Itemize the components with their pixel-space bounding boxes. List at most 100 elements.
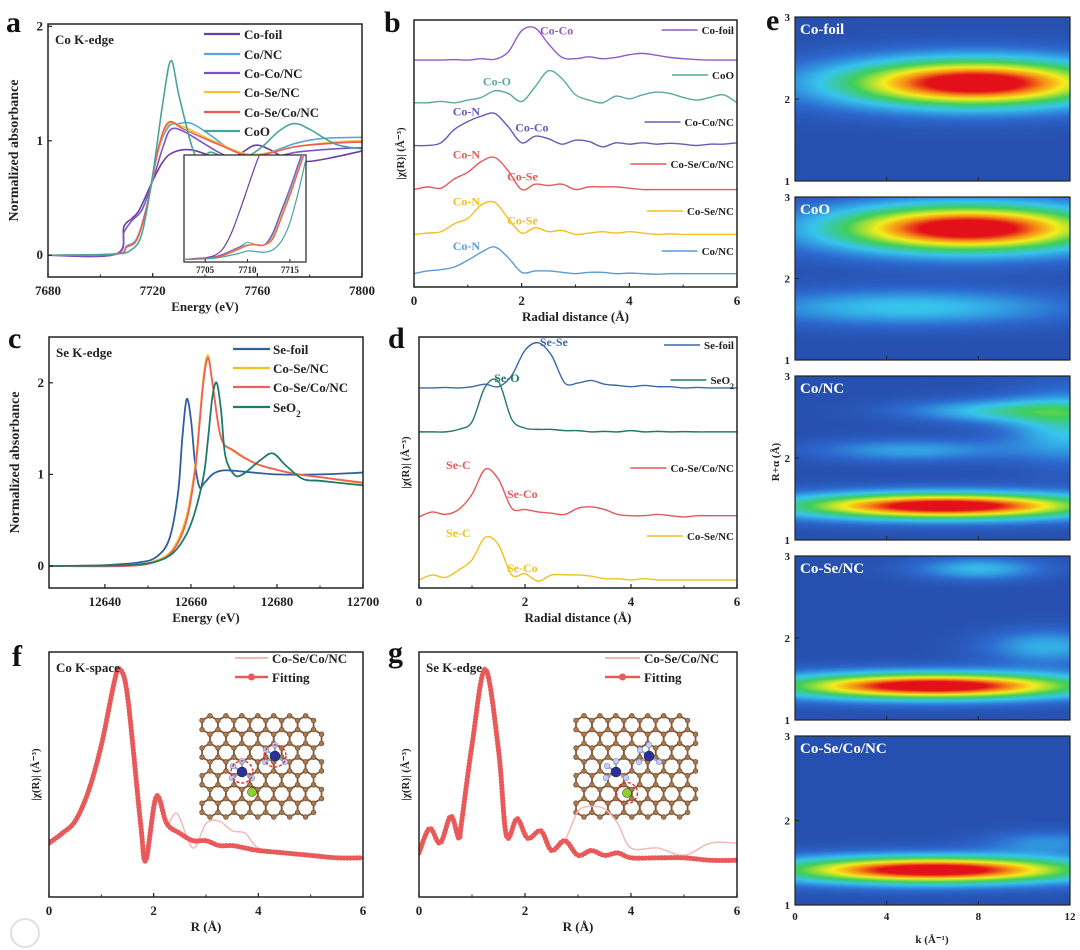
carbon-atom (199, 754, 205, 760)
plot-frame (48, 336, 364, 589)
carbon-atom (629, 814, 635, 820)
carbon-atom (589, 754, 595, 760)
carbon-atom (676, 759, 683, 765)
panel-letter-d: d (388, 322, 405, 355)
carbon-atom (199, 726, 205, 733)
y-tick-label: 2 (785, 94, 791, 106)
panel-title: Co K-space (56, 660, 120, 675)
carbon-atom (573, 754, 579, 760)
carbon-atom (589, 772, 595, 779)
series-line-se-foil (49, 397, 363, 567)
carbon-atom (318, 768, 325, 774)
x-tick-label: 12640 (89, 594, 122, 609)
panel-letter-g: g (388, 636, 403, 669)
carbon-atom (215, 800, 221, 806)
carbon-atom (302, 814, 309, 820)
carbon-atom (692, 759, 699, 765)
y-tick-label: 3 (785, 192, 791, 204)
y-axis-label: |χ(R)| (Å⁻³) (30, 748, 42, 801)
inset-x-tick-label: 7710 (239, 265, 258, 275)
carbon-atom (207, 814, 213, 820)
legend-label: Co-Se/Co/NC (244, 105, 319, 120)
carbon-atom (653, 809, 659, 816)
watermark-logo (10, 918, 40, 948)
carbon-atom (294, 717, 301, 724)
x-tick-label: 0 (416, 594, 423, 609)
nitrogen-atom (612, 757, 620, 765)
carbon-atom (684, 754, 691, 760)
y-tick-label: 2 (37, 18, 44, 33)
carbon-atom (597, 795, 603, 802)
carbon-atom (581, 814, 587, 820)
carbon-atom (215, 809, 221, 816)
heatmap-frame (794, 196, 1071, 361)
carbon-atom (271, 814, 277, 820)
carbon-atom (310, 782, 317, 788)
carbon-bond-ring (638, 797, 657, 819)
x-axis-label: R (Å) (563, 919, 594, 934)
carbon-atom (286, 740, 293, 747)
carbon-atom (653, 726, 659, 733)
carbon-atom (231, 754, 237, 760)
panel-letter-c: c (8, 322, 21, 355)
heatmap-sample-label: Co-Se/NC (800, 561, 864, 577)
panel-title: Co K-edge (55, 32, 114, 47)
carbon-atom (310, 745, 317, 751)
series-line-coo (414, 69, 737, 104)
carbon-atom (692, 740, 699, 747)
carbon-atom (581, 786, 587, 793)
series-line-seo2 (49, 381, 363, 567)
carbon-bond-ring (264, 797, 283, 819)
inset-series-line (184, 155, 305, 261)
carbon-atom (589, 717, 595, 724)
y-tick-label: 3 (785, 551, 791, 563)
legend-label: Co-Co/NC (244, 66, 303, 81)
carbon-atom (676, 740, 683, 747)
carbon-atom (597, 731, 603, 737)
y-axis-label: R+α (Å) (770, 442, 782, 481)
legend-label: Co/NC (702, 246, 734, 258)
carbon-atom (294, 754, 301, 760)
carbon-atom (637, 717, 643, 724)
carbon-atom (581, 713, 587, 719)
carbon-atom (605, 745, 611, 751)
legend-label: Co-Co/NC (685, 117, 735, 129)
peak-annotation: Co-Co (515, 121, 548, 135)
carbon-atom (692, 795, 699, 802)
peak-annotation: Se-C (446, 526, 471, 540)
heatmap-frame (794, 735, 1071, 906)
carbon-atom (637, 754, 643, 760)
carbon-atom (271, 731, 277, 737)
legend-label: Co-foil (244, 27, 283, 42)
x-tick-label: 6 (360, 903, 367, 918)
carbon-atom (676, 814, 683, 820)
legend-label: Fitting (272, 670, 310, 685)
carbon-atom (637, 800, 643, 806)
carbon-atom (255, 814, 261, 820)
peak-annotation: Co-Se (507, 213, 538, 227)
carbon-atom (247, 800, 253, 806)
carbon-atom (621, 754, 627, 760)
carbon-atom (302, 731, 309, 737)
carbon-bond-ring (296, 797, 315, 819)
wavelet-heatmap-co-nc (795, 376, 1070, 540)
carbon-bond-ring (654, 797, 673, 819)
heatmap-frame (794, 375, 1071, 541)
x-tick-label: 7720 (140, 283, 166, 298)
atomic-structure-model (199, 713, 325, 820)
carbon-atom (271, 713, 277, 719)
x-axis-label: Energy (eV) (172, 610, 240, 625)
carbon-atom (692, 731, 699, 737)
carbon-atom (239, 713, 245, 719)
panel-b-axes: 0 2 4 6 Radial distance (Å) |χ(R)| (Å⁻³) (395, 19, 741, 324)
x-axis-label: R (Å) (191, 919, 222, 934)
y-tick-label: 1 (38, 466, 45, 481)
panel-title: Se K-edge (426, 660, 482, 675)
carbon-atom (684, 726, 691, 733)
wavelet-heatmap-coo (795, 197, 1070, 360)
carbon-atom (231, 800, 237, 806)
peak-annotation: Co-N (453, 239, 481, 253)
legend-label: CoO (244, 124, 270, 139)
carbon-atom (223, 768, 229, 774)
carbon-atom (263, 726, 269, 733)
